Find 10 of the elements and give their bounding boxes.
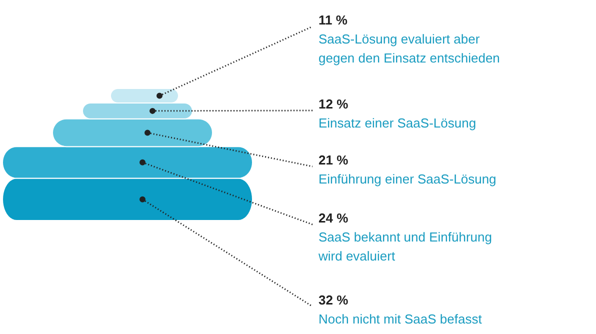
category-label: SaaS-Lösung evaluiert aber gegen den Einsatz entschieden (318, 32, 500, 66)
data-label: 11 % (318, 12, 348, 28)
data-label: 21 % (318, 152, 349, 168)
data-label: 24 % (318, 210, 349, 226)
category-label: Einsatz einer SaaS-Lösung (318, 116, 476, 130)
data-label: 32 % (318, 292, 349, 308)
category-label: SaaS bekannt und Einführung wird evaluiert (318, 230, 492, 264)
data-label: 12 % (318, 96, 349, 112)
category-label: Einführung einer SaaS-Lösung (318, 172, 496, 186)
category-label: Noch nicht mit SaaS befasst (318, 312, 482, 326)
